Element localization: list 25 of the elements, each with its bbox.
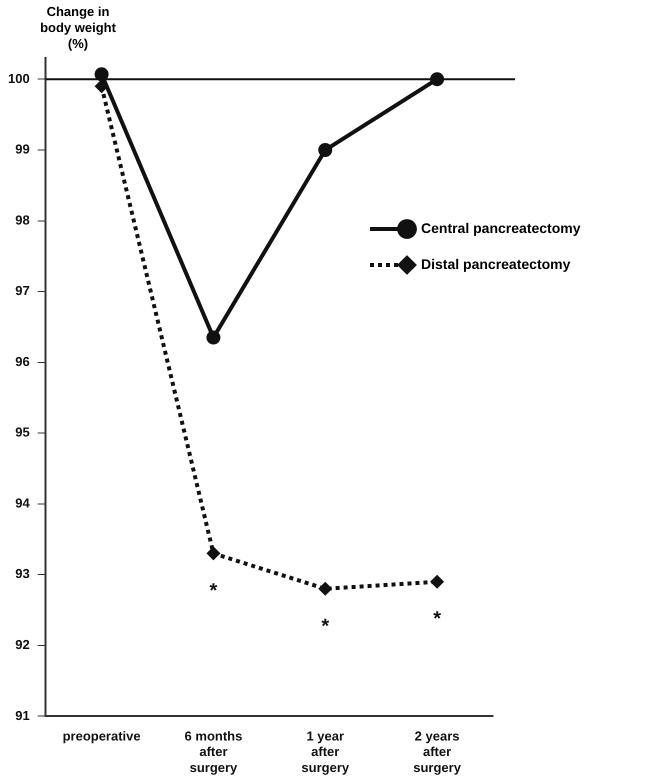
x-tick-label: 2 years after surgery	[413, 728, 462, 775]
y-tick-label: 99	[15, 142, 30, 157]
y-tick-label: 92	[15, 637, 30, 652]
y-tick-label: 98	[15, 212, 30, 228]
x-tick-label: 6 months after surgery	[184, 728, 242, 775]
annotation: *	[210, 580, 218, 602]
point	[206, 546, 220, 560]
y-tick-label: 100	[8, 70, 30, 86]
y-tick-label: 97	[15, 283, 30, 298]
annotation: *	[321, 615, 330, 638]
point	[318, 582, 332, 596]
legend-label: Distal pancreatectomy	[421, 256, 571, 272]
y-axis-title: Change in body weight (%)	[39, 4, 117, 52]
point	[206, 330, 220, 345]
point	[318, 143, 332, 158]
x-tick-label: 1 year after surgery	[301, 728, 350, 775]
x-tick-label: preoperative	[62, 728, 141, 744]
legend-label: Central pancreatectomy	[421, 220, 581, 236]
y-tick-label: 96	[15, 354, 30, 369]
y-tick-label: 91	[15, 708, 30, 723]
point	[430, 574, 444, 589]
y-tick-label: 95	[15, 424, 30, 440]
annotation: *	[433, 608, 442, 630]
y-tick-label: 94	[15, 495, 30, 510]
y-tick-label: 93	[15, 566, 30, 582]
